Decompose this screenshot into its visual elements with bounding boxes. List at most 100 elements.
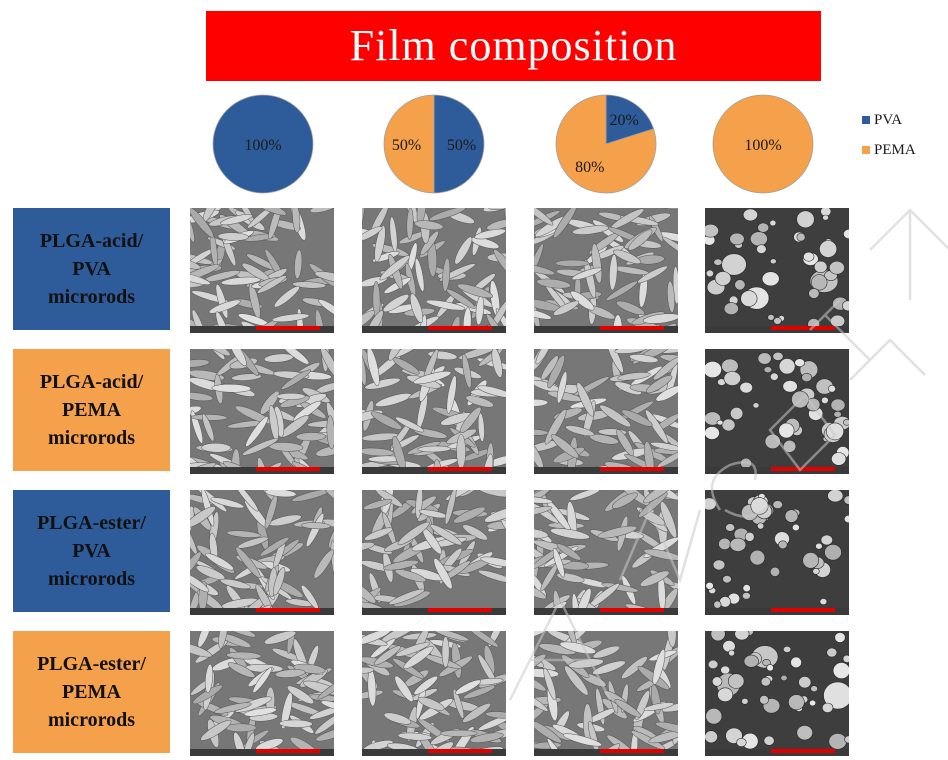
sphere-particle bbox=[824, 544, 842, 561]
microrod-particle bbox=[583, 259, 597, 299]
row-label-line: microrods bbox=[47, 286, 136, 308]
microrod-particle bbox=[295, 432, 327, 441]
microrod-particle bbox=[190, 405, 202, 418]
sphere-particle bbox=[767, 314, 775, 321]
microrod-particle bbox=[364, 527, 393, 541]
sphere-particle bbox=[761, 271, 780, 287]
legend-swatch-pva bbox=[862, 116, 870, 124]
microrod-particle bbox=[286, 685, 315, 705]
microrod-particle bbox=[394, 675, 414, 702]
scale-bar bbox=[256, 467, 320, 471]
microrod-particle bbox=[228, 349, 247, 367]
microrod-particle bbox=[226, 651, 262, 660]
microrod-particle bbox=[273, 285, 300, 308]
scale-bar bbox=[771, 608, 835, 612]
microrod-particle bbox=[256, 275, 287, 294]
microrod-particle bbox=[320, 349, 334, 379]
microrod-particle bbox=[462, 703, 491, 723]
microrod-particle bbox=[503, 208, 506, 226]
microrod-particle bbox=[314, 271, 334, 283]
sphere-particle bbox=[721, 253, 747, 276]
microrod-particle bbox=[225, 723, 257, 733]
microrod-particle bbox=[190, 572, 210, 593]
microrod-particle bbox=[433, 558, 453, 590]
microrod-particle bbox=[599, 404, 631, 428]
microrod-particle bbox=[462, 353, 472, 389]
microrod-particle bbox=[454, 236, 473, 265]
scale-bar bbox=[428, 608, 492, 612]
micrograph-particles bbox=[190, 631, 334, 756]
microrod-particle bbox=[486, 218, 506, 231]
sphere-particle bbox=[831, 452, 847, 466]
microrod-particle bbox=[395, 416, 425, 433]
microrod-particle bbox=[534, 428, 549, 436]
sphere-particle bbox=[812, 568, 820, 575]
microrod-particle bbox=[430, 524, 463, 546]
microrod-particle bbox=[257, 457, 270, 474]
microrod-particle bbox=[652, 649, 666, 685]
sphere-particle bbox=[713, 258, 723, 266]
pie-slice-pema bbox=[555, 94, 657, 194]
sphere-particle bbox=[741, 698, 749, 705]
pie-label-pva: 20% bbox=[610, 112, 639, 129]
microrod-particle bbox=[425, 299, 466, 311]
row-label-line: PVA bbox=[72, 258, 111, 280]
microrod-particle bbox=[190, 641, 213, 658]
microrod-particle bbox=[259, 537, 290, 557]
sphere-particle bbox=[823, 681, 849, 710]
microrod-particle bbox=[362, 542, 375, 552]
row-label-plga-acid-pema: PLGA-acid/ PEMA microrods bbox=[13, 349, 170, 471]
microrod-particle bbox=[591, 243, 603, 284]
sphere-particle bbox=[739, 381, 753, 394]
sphere-particle bbox=[770, 372, 779, 381]
sphere-particle bbox=[830, 398, 846, 412]
pie-chart-4: 100% bbox=[706, 93, 820, 195]
sphere-particle bbox=[788, 694, 805, 711]
sem-micrograph bbox=[705, 208, 849, 333]
microrod-particle bbox=[190, 551, 202, 579]
pie-label-pva: 50% bbox=[447, 137, 476, 154]
sphere-particle bbox=[722, 575, 732, 584]
scale-bar bbox=[428, 467, 492, 471]
microrod-particle bbox=[650, 442, 678, 452]
microrod-particle bbox=[362, 226, 383, 242]
sphere-particle bbox=[769, 258, 777, 265]
sphere-particle bbox=[828, 260, 845, 275]
row-label-line: PLGA-acid/ bbox=[39, 230, 144, 252]
micrograph-particles bbox=[534, 490, 678, 615]
scale-bar bbox=[256, 608, 320, 612]
sphere-particle bbox=[821, 396, 829, 405]
microrod-particle bbox=[392, 357, 420, 375]
microrod-particle bbox=[362, 631, 391, 646]
microrod-particle bbox=[362, 208, 366, 238]
microrod-particle bbox=[534, 506, 553, 517]
microrod-particle bbox=[614, 381, 642, 395]
sphere-particle bbox=[843, 419, 849, 426]
legend-item-pema: PEMA bbox=[862, 138, 916, 162]
sem-micrograph bbox=[534, 208, 678, 333]
microrod-particle bbox=[613, 249, 641, 264]
microrod-particle bbox=[617, 372, 651, 381]
microrod-particle bbox=[397, 732, 433, 741]
microrod-particle bbox=[414, 220, 444, 231]
sphere-particle bbox=[720, 665, 731, 675]
sphere-particle bbox=[819, 598, 828, 605]
legend-swatch-pema bbox=[862, 146, 870, 154]
micrograph-particles bbox=[534, 349, 678, 474]
microrod-particle bbox=[484, 506, 506, 523]
sphere-particle bbox=[723, 302, 739, 315]
microrod-particle bbox=[264, 490, 297, 498]
microrod-particle bbox=[433, 631, 469, 642]
sem-micrograph bbox=[362, 208, 506, 333]
sphere-particle bbox=[764, 433, 781, 450]
microrod-particle bbox=[362, 580, 377, 604]
sphere-particle bbox=[705, 730, 718, 744]
legend-label-pema: PEMA bbox=[874, 141, 916, 158]
microrod-particle bbox=[190, 257, 201, 270]
microrod-particle bbox=[480, 556, 506, 568]
microrod-particle bbox=[220, 214, 253, 226]
microrod-particle bbox=[458, 349, 497, 360]
micrograph-particles bbox=[190, 208, 334, 333]
sphere-particle bbox=[740, 290, 758, 307]
microrod-particle bbox=[226, 530, 262, 538]
